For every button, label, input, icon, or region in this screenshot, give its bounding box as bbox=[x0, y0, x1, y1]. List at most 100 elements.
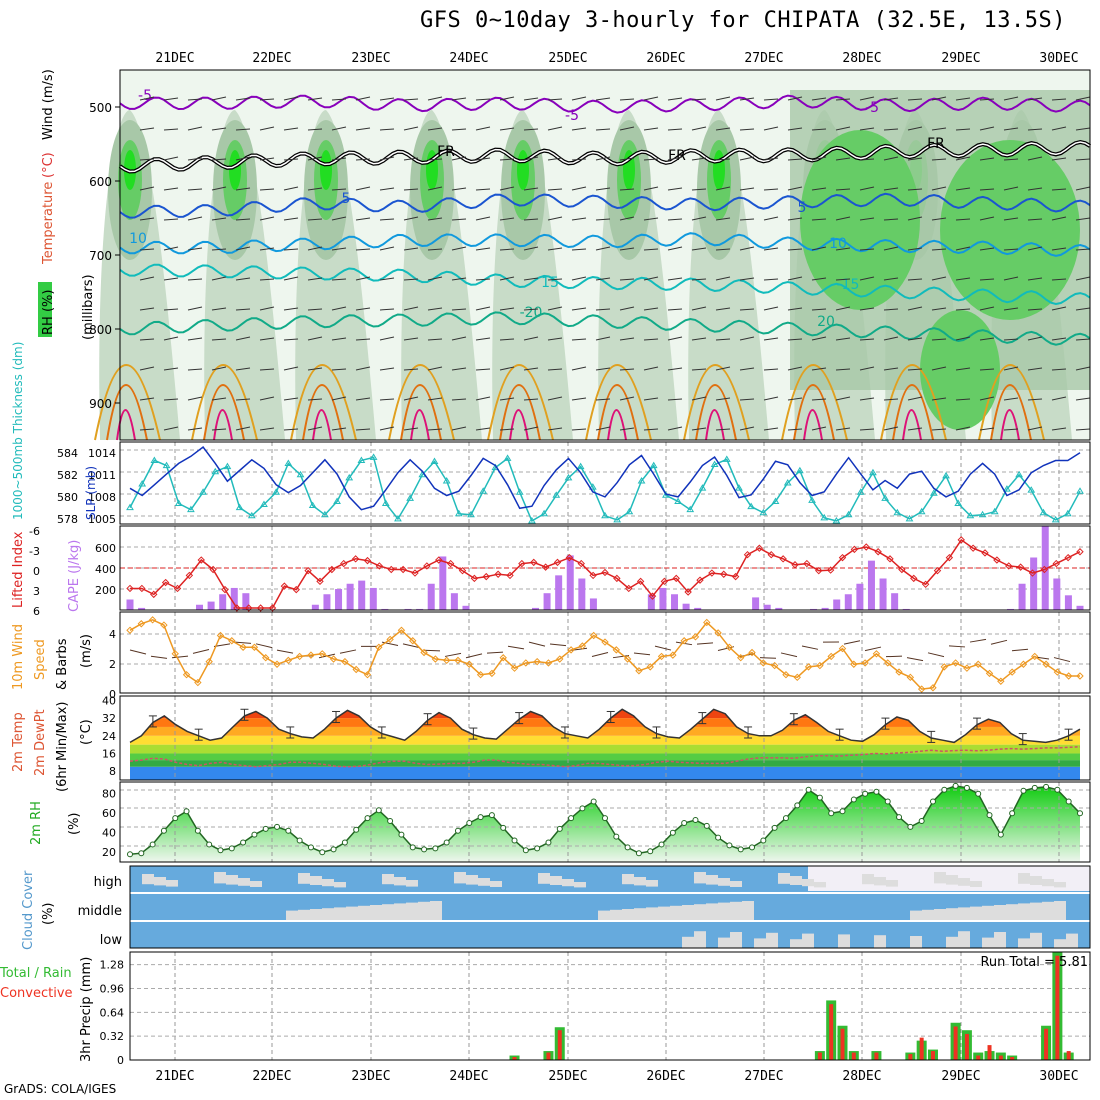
wind-barb bbox=[667, 398, 683, 401]
rh-point bbox=[432, 845, 439, 852]
lifted-index-point bbox=[470, 574, 479, 583]
date-label-bottom: 28DEC bbox=[842, 1069, 881, 1084]
rh-point bbox=[726, 842, 733, 849]
wind-barb bbox=[595, 367, 611, 371]
wind-barb bbox=[883, 336, 899, 341]
lifted-index-point bbox=[268, 604, 277, 612]
thickness-point bbox=[503, 454, 512, 461]
wind-barb bbox=[547, 247, 563, 251]
cape-bar bbox=[659, 587, 667, 610]
wind-barb bbox=[955, 97, 971, 101]
lifted-index-point bbox=[826, 566, 835, 574]
wind-barb bbox=[979, 337, 995, 341]
contour-label: -5 bbox=[138, 88, 152, 104]
temp-contour-25 bbox=[487, 364, 554, 441]
wind-barb bbox=[595, 218, 611, 221]
wind-barb bbox=[787, 397, 803, 401]
wind-barb bbox=[499, 158, 515, 161]
wind-barb bbox=[811, 246, 827, 251]
cloud-cell-middle bbox=[658, 906, 670, 921]
rh-point bbox=[319, 849, 326, 856]
cape-bar bbox=[671, 594, 679, 610]
rh-point bbox=[353, 826, 360, 833]
wind-barb bbox=[139, 428, 155, 431]
date-label-bottom: 27DEC bbox=[744, 1069, 783, 1084]
wind-barb bbox=[979, 216, 995, 221]
lifted-index-point bbox=[696, 576, 704, 584]
lifted-index-point bbox=[743, 550, 752, 559]
cloud-cell-middle bbox=[910, 910, 922, 921]
wind-speed-point bbox=[838, 644, 847, 653]
wind-barb bbox=[715, 276, 731, 281]
wind-barb bbox=[427, 158, 443, 161]
wind-barb bbox=[859, 96, 875, 101]
wind-barb bbox=[451, 308, 467, 311]
rh-point bbox=[771, 824, 778, 831]
rh-point bbox=[647, 848, 654, 855]
wind-barb bbox=[787, 276, 803, 281]
wind-speed-point bbox=[284, 656, 293, 665]
lifted-index-point bbox=[648, 592, 657, 600]
thickness-point bbox=[808, 496, 816, 503]
wind-speed-point bbox=[171, 650, 179, 658]
wind-barb bbox=[595, 398, 611, 401]
thickness-point bbox=[747, 502, 756, 510]
rh-point bbox=[409, 844, 416, 851]
rh-panel: 80 60 40 20 2m RH (%) bbox=[29, 781, 1091, 863]
thickness-point bbox=[795, 466, 804, 474]
wind-barb bbox=[139, 307, 155, 311]
wind-barb bbox=[187, 368, 203, 371]
wind-barb bbox=[307, 336, 323, 341]
thickness-point bbox=[211, 467, 220, 475]
wind-barb bbox=[211, 366, 227, 371]
date-label-bottom: 23DEC bbox=[351, 1069, 390, 1084]
wind-barb bbox=[427, 96, 443, 101]
rh-point bbox=[160, 827, 167, 834]
wind-speed-point bbox=[793, 673, 801, 682]
wind-barb bbox=[427, 186, 443, 191]
rh-point bbox=[274, 823, 281, 830]
wind-speed-point bbox=[386, 635, 394, 644]
rh-point bbox=[296, 837, 303, 844]
wind-barb bbox=[787, 96, 803, 101]
wind-barb bbox=[595, 336, 611, 341]
wind-barb bbox=[1051, 126, 1067, 131]
left-tick-label: 3 bbox=[33, 585, 40, 598]
rh-point bbox=[794, 802, 801, 809]
cloud-cell-high bbox=[166, 880, 178, 887]
panel-frame bbox=[119, 525, 1091, 611]
lifted-index-point bbox=[482, 572, 490, 581]
thickness-point bbox=[905, 514, 914, 522]
lifted-index-point bbox=[150, 590, 158, 599]
wind-barb bbox=[667, 97, 683, 101]
wind-speed-point bbox=[940, 663, 948, 671]
rh-point bbox=[262, 825, 269, 832]
lifted-index-point bbox=[399, 565, 407, 574]
wind-barb bbox=[211, 127, 227, 131]
thickness-point bbox=[333, 497, 341, 504]
wind-barb bbox=[523, 97, 539, 101]
rh-point bbox=[330, 846, 337, 853]
cloud-row-label: middle bbox=[78, 904, 122, 919]
wind-barb bbox=[403, 126, 419, 131]
rh-point bbox=[590, 798, 597, 805]
y-tick-label: 900 bbox=[89, 397, 112, 411]
cloud-cell-middle bbox=[310, 909, 322, 921]
surface-barb bbox=[276, 649, 294, 654]
wind-barb bbox=[1051, 247, 1067, 251]
temp-band bbox=[130, 726, 1080, 736]
cape-bar bbox=[531, 607, 539, 610]
wind-barb bbox=[355, 127, 371, 131]
wind-barb bbox=[739, 128, 755, 131]
wind-speed-point bbox=[646, 663, 654, 671]
cape-bar bbox=[752, 597, 760, 610]
wind-barb bbox=[715, 397, 731, 401]
date-label-bottom: 25DEC bbox=[548, 1069, 587, 1084]
thickness-point bbox=[308, 501, 317, 509]
y-tick-label: 32 bbox=[102, 712, 116, 725]
wind-speed-point bbox=[363, 671, 372, 679]
ylabel-lifted: Lifted Index bbox=[11, 531, 26, 608]
wind-barb bbox=[379, 398, 395, 401]
rh-shade bbox=[320, 150, 332, 190]
wind-barb bbox=[547, 188, 563, 191]
